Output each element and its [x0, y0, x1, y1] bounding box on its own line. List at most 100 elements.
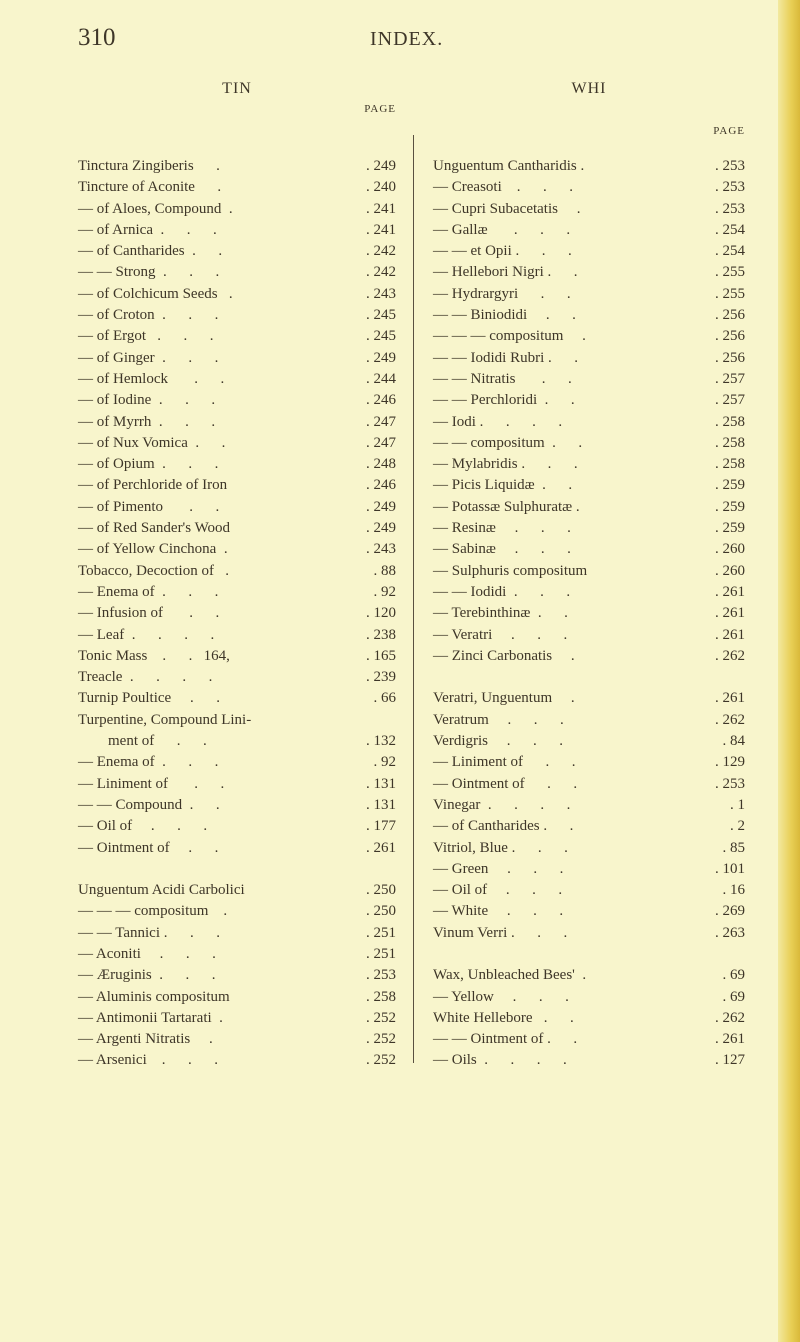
- entry-text: — of Nux Vomica . .: [78, 434, 226, 451]
- entry-text: Vinum Verri . . .: [433, 924, 568, 941]
- entry-text: — Infusion of . .: [78, 605, 220, 622]
- index-entry: — — Ointment of . . 261: [433, 1029, 745, 1050]
- index-entry: — Zinci Carbonatis . 262: [433, 646, 745, 667]
- entry-text: — Enema of . . .: [78, 583, 219, 600]
- entry-text: — Creasoti . . .: [433, 179, 573, 196]
- index-entry: — Argenti Nitratis . 252: [78, 1029, 396, 1050]
- entry-page: 1: [730, 795, 746, 816]
- entry-text: — — Ointment of . .: [433, 1031, 578, 1048]
- entry-text: — Æruginis . . .: [78, 967, 216, 984]
- index-entry: — Terebinthinæ . . 261: [433, 603, 745, 624]
- entry-text: — of Opium . . .: [78, 456, 219, 473]
- entry-text: — — et Opii . . .: [433, 243, 572, 260]
- column-heading: TIN: [222, 80, 252, 97]
- entry-text: — Ointment of . .: [433, 775, 578, 792]
- entry-text: — Gallæ . . .: [433, 221, 571, 238]
- entry-text: Turpentine, Compound Lini-: [78, 711, 252, 728]
- index-entry: — of Perchloride of Iron 246: [78, 475, 396, 496]
- index-entry: — of Myrrh . . . 247: [78, 412, 396, 433]
- entry-page: 249: [366, 497, 397, 518]
- index-entry: — Arsenici . . . 252: [78, 1050, 396, 1071]
- index-entry: — — Iodidi . . . 261: [433, 582, 745, 603]
- entry-text: — — — compositum .: [433, 328, 586, 345]
- entry-page: 261: [715, 1029, 746, 1050]
- entry-page: 254: [715, 220, 746, 241]
- entry-text: — of Aloes, Compound .: [78, 200, 233, 217]
- entry-page: 250: [366, 880, 397, 901]
- entry-page: 263: [715, 923, 746, 944]
- index-entry: — Enema of . . . 92: [78, 752, 396, 773]
- index-entry: [433, 944, 745, 965]
- entry-page: 101: [715, 859, 746, 880]
- entry-page: 85: [723, 838, 745, 859]
- index-entry: — of Ergot . . . 245: [78, 326, 396, 347]
- index-entry: — Hellebori Nigri . . 255: [433, 262, 745, 283]
- index-entry: — Oil of . . . 177: [78, 816, 396, 837]
- entry-text: — — — compositum .: [78, 903, 228, 920]
- index-entry: — of Iodine . . . 246: [78, 390, 396, 411]
- entry-page: 253: [715, 156, 746, 177]
- entry-page: 249: [366, 156, 397, 177]
- index-entry: [78, 859, 396, 880]
- entry-text: Treacle . . . .: [78, 669, 213, 686]
- entry-page: 257: [715, 369, 746, 390]
- entry-page: 258: [715, 433, 746, 454]
- index-entry: — Resinæ . . . 259: [433, 518, 745, 539]
- index-entry: — of Hemlock . . 244: [78, 369, 396, 390]
- index-entry: — Antimonii Tartarati . 252: [78, 1008, 396, 1029]
- entry-page: 259: [715, 475, 746, 496]
- column-heading: WHI: [571, 80, 607, 97]
- entry-text: — of Croton . . .: [78, 307, 219, 324]
- index-entry: — Sabinæ . . . 260: [433, 539, 745, 560]
- index-entry: — White . . . 269: [433, 901, 745, 922]
- index-entry: Veratrum . . . 262: [433, 710, 745, 731]
- index-entry: [433, 667, 745, 688]
- index-entry: — — Nitratis . . 257: [433, 369, 745, 390]
- index-entry: — Picis Liquidæ . . 259: [433, 475, 745, 496]
- entry-page: 261: [715, 625, 746, 646]
- index-entry: Tonic Mass . . 164, 165: [78, 646, 396, 667]
- entry-page: 2: [730, 816, 746, 837]
- index-entry: — — et Opii . . . 254: [433, 241, 745, 262]
- index-entry: — Sulphuris compositum 260: [433, 561, 745, 582]
- entry-text: Unguentum Acidi Carbolici: [78, 882, 245, 899]
- entry-text: Tobacco, Decoction of .: [78, 562, 229, 579]
- entry-text: — Picis Liquidæ . .: [433, 477, 573, 494]
- entry-page: 260: [715, 561, 746, 582]
- entry-page: 241: [366, 220, 397, 241]
- entry-page: 241: [366, 199, 397, 220]
- entry-page: 243: [366, 284, 397, 305]
- entry-text: — Sabinæ . . .: [433, 541, 571, 558]
- entry-page: 239: [366, 667, 397, 688]
- entry-text: — of Yellow Cinchona .: [78, 541, 228, 558]
- index-entry: — of Aloes, Compound . 241: [78, 199, 396, 220]
- index-entry: — — Iodidi Rubri . . 256: [433, 348, 745, 369]
- entry-page: 177: [366, 816, 397, 837]
- entry-text: — Liniment of . .: [78, 775, 225, 792]
- index-entry: Tinctura Zingiberis . 249: [78, 156, 396, 177]
- entry-text: — of Perchloride of Iron: [78, 477, 228, 494]
- index-entry: — — — compositum . 256: [433, 326, 745, 347]
- entry-page: 258: [715, 412, 746, 433]
- index-entry: Vinum Verri . . . 263: [433, 923, 745, 944]
- book-spine-edge: [778, 0, 800, 1342]
- entry-page: 132: [366, 731, 397, 752]
- entry-page: 259: [715, 497, 746, 518]
- entry-page: 253: [715, 199, 746, 220]
- entry-text: — of Ginger . . .: [78, 349, 219, 366]
- entry-text: Tincture of Aconite .: [78, 179, 222, 196]
- index-entry: — of Red Sander's Wood 249: [78, 518, 396, 539]
- entry-page: 88: [374, 561, 396, 582]
- entry-text: Veratrum . . .: [433, 711, 564, 728]
- entry-text: — of Pimento . .: [78, 498, 220, 515]
- entry-page: 256: [715, 348, 746, 369]
- index-entry: — Potassæ Sulphuratæ . 259: [433, 497, 745, 518]
- index-entry: ment of . . 132: [78, 731, 396, 752]
- index-entry: — Leaf . . . . 238: [78, 625, 396, 646]
- entry-page: 242: [366, 262, 397, 283]
- entry-text: — Zinci Carbonatis .: [433, 647, 575, 664]
- entry-text: — Oil of . . .: [78, 818, 208, 835]
- index-entry: — Ointment of . . 261: [78, 838, 396, 859]
- entry-text: — of Iodine . . .: [78, 392, 216, 409]
- index-entry: — Liniment of . . 129: [433, 752, 745, 773]
